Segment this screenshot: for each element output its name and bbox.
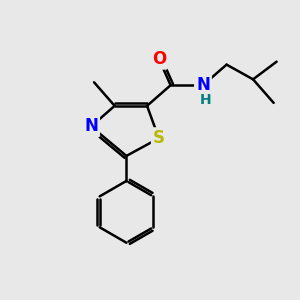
Text: N: N <box>196 76 210 94</box>
Text: H: H <box>200 93 212 107</box>
Text: O: O <box>152 50 166 68</box>
Text: N: N <box>84 117 98 135</box>
Text: S: S <box>153 129 165 147</box>
